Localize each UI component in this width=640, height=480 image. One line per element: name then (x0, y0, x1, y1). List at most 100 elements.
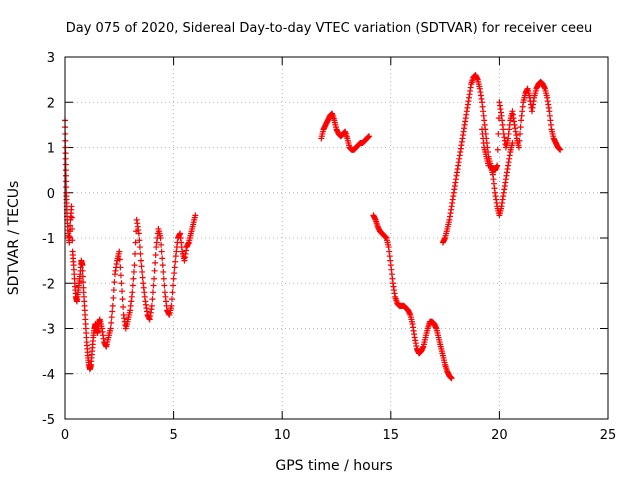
data-point (63, 184, 70, 191)
data-point (111, 279, 118, 286)
x-tick-label: 15 (383, 428, 400, 443)
data-point (516, 137, 523, 144)
data-point (151, 275, 158, 282)
data-point (135, 230, 142, 237)
data-point (120, 304, 127, 311)
data-point (62, 155, 69, 162)
data-point (116, 248, 123, 255)
data-point (80, 279, 87, 286)
data-point (152, 259, 159, 266)
data-point (109, 308, 116, 315)
data-point (171, 264, 178, 271)
data-point (67, 222, 74, 229)
x-tick-label: 10 (274, 428, 291, 443)
data-point (62, 161, 69, 168)
y-tick-label: -5 (42, 413, 55, 428)
y-tick-label: 0 (47, 187, 55, 202)
y-tick-label: 3 (47, 51, 55, 66)
data-point (129, 282, 136, 289)
data-point (79, 273, 86, 280)
data-point (118, 280, 125, 287)
data-point (79, 262, 86, 269)
data-point (107, 325, 114, 332)
y-axis-label: SDTVAR / TECUs (6, 181, 22, 296)
data-point (159, 255, 166, 262)
data-point (139, 274, 146, 281)
x-tick-label: 5 (169, 428, 177, 443)
data-point (509, 139, 516, 146)
data-point (137, 250, 144, 257)
data-point (138, 263, 145, 270)
y-tick-label: 1 (47, 142, 55, 157)
data-point (148, 302, 155, 309)
data-point (66, 233, 73, 240)
x-tick-label: 0 (61, 428, 69, 443)
data-point (494, 162, 501, 169)
data-point (152, 251, 159, 258)
data-point (119, 288, 126, 295)
axis-ticks (64, 56, 609, 420)
data-point (108, 319, 115, 326)
data-point (130, 268, 137, 275)
x-axis-label: GPS time / hours (275, 458, 392, 474)
data-point (151, 267, 158, 274)
data-point (117, 264, 124, 271)
data-point (132, 239, 139, 246)
data-point (149, 296, 156, 303)
data-point (110, 287, 117, 294)
y-tick-labels: -5 -4 -3 -2 -1 0 1 2 3 (42, 51, 55, 428)
y-tick-label: -1 (42, 232, 55, 247)
data-point (109, 302, 116, 309)
y-tick-label: -3 (42, 323, 55, 338)
data-points (62, 72, 564, 382)
data-point (62, 150, 69, 157)
data-point (158, 248, 165, 255)
data-point (494, 146, 501, 153)
data-point (192, 212, 199, 219)
data-point (69, 237, 76, 244)
x-tick-labels: 0 5 10 15 20 25 (61, 428, 616, 443)
data-point (62, 167, 69, 174)
y-tick-label: -2 (42, 277, 55, 292)
data-point (149, 289, 156, 296)
data-point (116, 256, 123, 263)
y-tick-label: 2 (47, 96, 55, 111)
x-tick-label: 20 (491, 428, 508, 443)
data-point (139, 268, 146, 275)
data-point (129, 289, 136, 296)
plot-frame (64, 56, 609, 420)
data-point (159, 262, 166, 269)
data-point (168, 302, 175, 309)
data-point (131, 262, 138, 269)
data-point (170, 282, 177, 289)
data-point (160, 268, 167, 275)
data-point (110, 294, 117, 301)
data-point (69, 225, 76, 232)
data-point (68, 214, 75, 221)
data-point (170, 275, 177, 282)
data-point (557, 146, 564, 153)
data-point (150, 282, 157, 289)
data-point (138, 257, 145, 264)
data-point (136, 237, 143, 244)
data-point (158, 241, 165, 248)
data-point (366, 133, 373, 140)
data-point (161, 282, 168, 289)
data-point (168, 296, 175, 303)
x-tick-label: 25 (600, 428, 617, 443)
data-point (172, 258, 179, 265)
data-point (132, 250, 139, 257)
data-point (515, 144, 522, 151)
data-point (108, 314, 115, 321)
data-point (448, 375, 455, 382)
data-point (62, 172, 69, 179)
data-point (63, 178, 70, 185)
data-point (79, 267, 86, 274)
data-point (136, 244, 143, 251)
data-point (169, 289, 176, 296)
data-point (495, 130, 502, 137)
data-point (160, 275, 167, 282)
data-point (130, 275, 137, 282)
chart-title: Day 075 of 2020, Sidereal Day-to-day VTE… (66, 21, 593, 36)
